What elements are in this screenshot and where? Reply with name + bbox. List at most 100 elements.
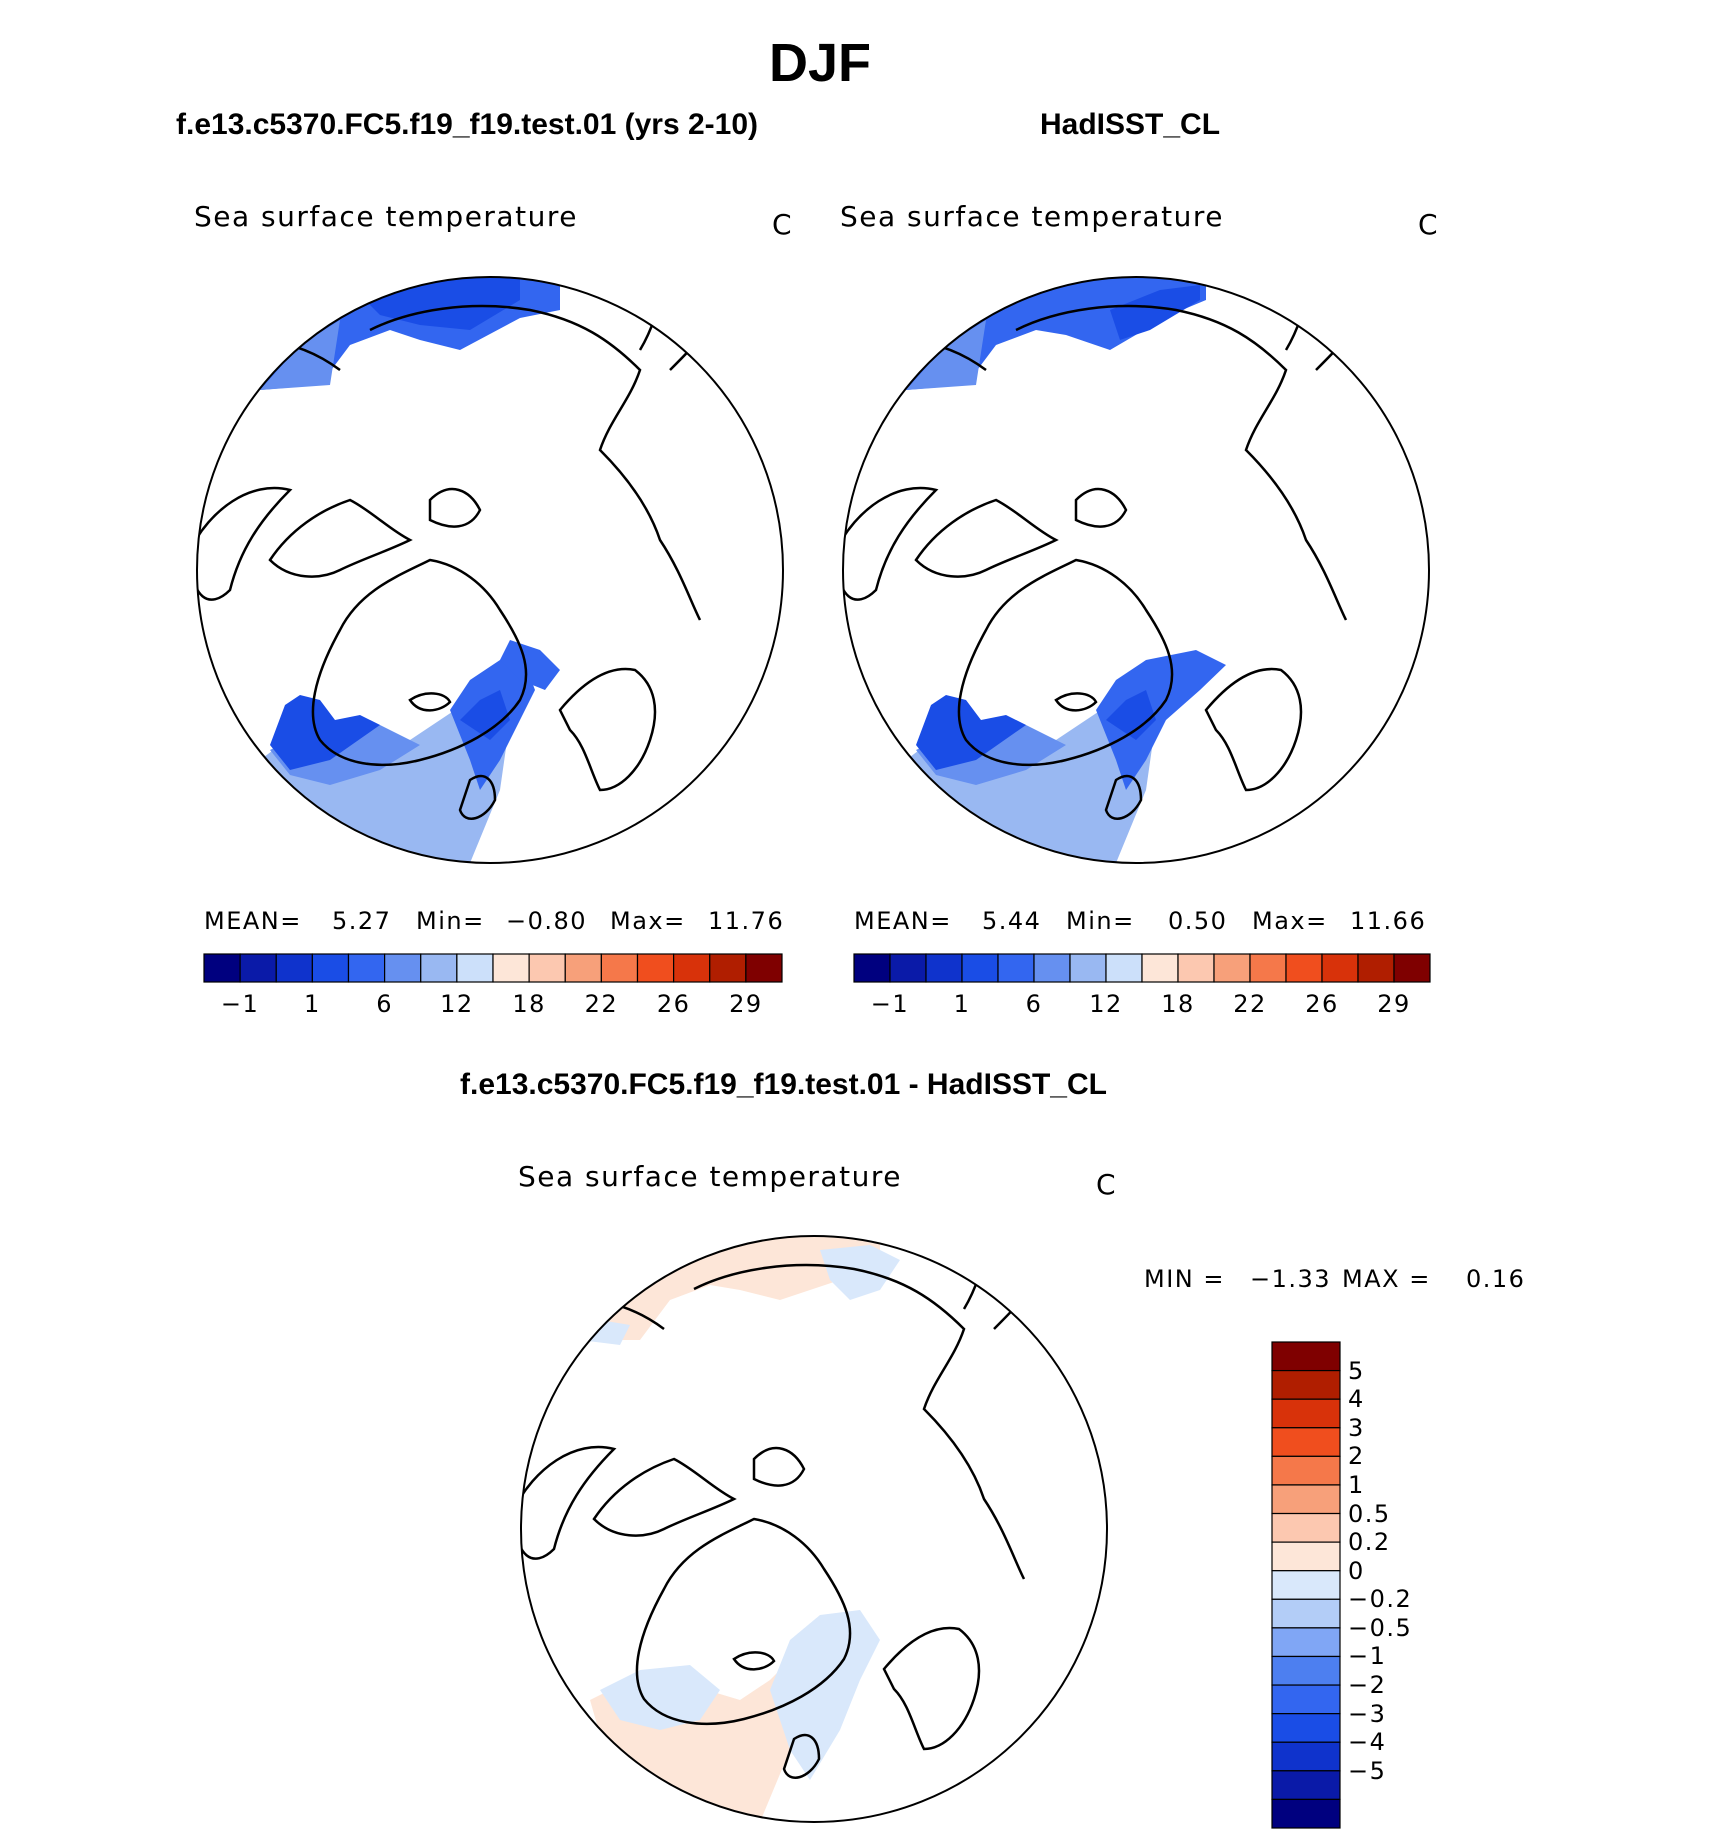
diff-colorbar-tick-label: 4 bbox=[1348, 1385, 1365, 1414]
model-map bbox=[196, 276, 784, 864]
page-title: DJF bbox=[768, 33, 871, 93]
diff-colorbar-swatch bbox=[1271, 1455, 1341, 1486]
diff-colorbar-tick-label: −0.5 bbox=[1348, 1613, 1413, 1642]
diff-colorbar-tick-label: 0.5 bbox=[1348, 1499, 1391, 1528]
diff-region-bering-neg bbox=[820, 1245, 900, 1300]
model-mean-value: 5.27 bbox=[332, 907, 392, 935]
diff-min-value: −1.33 bbox=[1250, 1265, 1332, 1293]
diff-colorbar-swatch bbox=[1271, 1684, 1341, 1715]
obs-panel-title: HadISST_CL bbox=[1040, 108, 1221, 141]
obs-colorbar-swatch bbox=[1357, 953, 1395, 983]
obs-colorbar-swatch bbox=[1033, 953, 1071, 983]
obs-colorbar-swatch bbox=[1177, 953, 1215, 983]
diff-colorbar-swatch bbox=[1271, 1627, 1341, 1658]
diff-colorbar-tick-label: −5 bbox=[1348, 1756, 1387, 1785]
diff-colorbar-swatch bbox=[1271, 1741, 1341, 1772]
model-colorbar-swatch bbox=[347, 953, 386, 983]
diff-colorbar-swatch bbox=[1271, 1798, 1341, 1829]
diff-colorbar-swatch bbox=[1271, 1570, 1341, 1600]
obs-colorbar-swatch bbox=[1393, 953, 1431, 983]
model-colorbar-swatch bbox=[492, 953, 530, 983]
model-colorbar-swatch bbox=[528, 953, 566, 983]
model-region-norwegian-dark bbox=[460, 690, 510, 740]
diff-colorbar-swatch bbox=[1271, 1598, 1341, 1629]
diff-region-pacific-neg bbox=[580, 1320, 630, 1345]
obs-colorbar-swatch bbox=[1321, 953, 1359, 983]
obs-colorbar-tick-label: 26 bbox=[1305, 990, 1339, 1018]
diff-colorbar-swatch bbox=[1271, 1655, 1341, 1686]
model-colorbar-swatch bbox=[709, 953, 747, 983]
diff-colorbar-swatch bbox=[1271, 1713, 1341, 1743]
model-colorbar-tick-label: 29 bbox=[729, 990, 763, 1018]
diff-max-value: 0.16 bbox=[1466, 1265, 1526, 1293]
obs-max-label: Max= bbox=[1252, 907, 1328, 935]
obs-colorbar-swatch bbox=[1105, 953, 1143, 983]
obs-colorbar-tick-label: 18 bbox=[1161, 990, 1195, 1018]
diff-region-bering bbox=[580, 1236, 880, 1340]
obs-colorbar-swatch bbox=[1213, 953, 1251, 983]
diff-colorbar-swatch bbox=[1271, 1341, 1341, 1372]
diff-units: C bbox=[1096, 1168, 1118, 1201]
diff-colorbar-tick-label: −4 bbox=[1348, 1728, 1387, 1757]
model-colorbar-tick-label: 26 bbox=[656, 990, 691, 1018]
model-colorbar-swatch bbox=[673, 953, 711, 983]
diff-colorbar bbox=[1271, 1341, 1341, 1829]
obs-mean-label: MEAN= bbox=[854, 907, 952, 935]
diff-map bbox=[520, 1235, 1108, 1823]
model-region-barents bbox=[500, 640, 560, 690]
model-region-pacific-light bbox=[260, 320, 340, 390]
diff-colorbar-tick-label: 1 bbox=[1348, 1470, 1365, 1499]
model-colorbar-swatch bbox=[275, 953, 313, 983]
model-max-label: Max= bbox=[610, 907, 686, 935]
diff-colorbar-tick-label: 2 bbox=[1348, 1442, 1365, 1471]
obs-map bbox=[842, 276, 1430, 864]
model-min-label: Min= bbox=[416, 907, 485, 935]
obs-colorbar-tick-label: −1 bbox=[870, 990, 910, 1018]
diff-colorbar-tick-label: −3 bbox=[1348, 1699, 1387, 1728]
diff-region-atlantic-neg bbox=[600, 1665, 720, 1730]
diff-colorbar-swatch bbox=[1271, 1770, 1341, 1801]
model-colorbar bbox=[203, 953, 783, 983]
obs-colorbar-tick-label: 29 bbox=[1377, 990, 1411, 1018]
obs-mean-value: 5.44 bbox=[982, 907, 1042, 935]
diff-colorbar-tick-label: 0.2 bbox=[1348, 1528, 1391, 1557]
obs-colorbar-swatch bbox=[1141, 953, 1179, 983]
diff-colorbar-swatch bbox=[1271, 1484, 1341, 1515]
diff-colorbar-tick-label: 0 bbox=[1348, 1556, 1365, 1585]
obs-colorbar-swatch bbox=[1285, 953, 1323, 983]
obs-colorbar-tick-label: 1 bbox=[953, 990, 971, 1018]
obs-units: C bbox=[1418, 208, 1440, 241]
model-colorbar-swatch bbox=[745, 953, 783, 983]
diff-min-label: MIN = bbox=[1144, 1265, 1225, 1293]
obs-colorbar-tick-label: 6 bbox=[1025, 990, 1043, 1018]
model-max-value: 11.76 bbox=[708, 907, 785, 935]
model-colorbar-swatch bbox=[239, 953, 277, 983]
model-mean-label: MEAN= bbox=[204, 907, 302, 935]
model-variable-title: Sea surface temperature bbox=[194, 200, 578, 233]
model-colorbar-tick-label: 22 bbox=[584, 990, 619, 1018]
model-colorbar-swatch bbox=[311, 953, 350, 983]
diff-colorbar-swatch bbox=[1271, 1369, 1341, 1400]
obs-colorbar-swatch bbox=[1249, 953, 1287, 983]
model-colorbar-swatch bbox=[564, 953, 602, 983]
diff-colorbar-tick-label: −2 bbox=[1348, 1671, 1387, 1700]
model-colorbar-swatch bbox=[456, 953, 494, 983]
diff-colorbar-tick-label: −1 bbox=[1348, 1642, 1387, 1671]
obs-colorbar-swatch bbox=[961, 953, 999, 983]
obs-variable-title: Sea surface temperature bbox=[840, 200, 1224, 233]
obs-region-bering-dark bbox=[1110, 285, 1200, 340]
obs-colorbar-swatch bbox=[997, 953, 1035, 983]
diff-colorbar-swatch bbox=[1271, 1398, 1341, 1429]
obs-max-value: 11.66 bbox=[1350, 907, 1427, 935]
model-colorbar-swatch bbox=[384, 953, 422, 983]
model-colorbar-swatch bbox=[636, 953, 675, 983]
diff-colorbar-swatch bbox=[1271, 1427, 1341, 1457]
diff-variable-title: Sea surface temperature bbox=[518, 1160, 902, 1193]
obs-min-label: Min= bbox=[1066, 907, 1135, 935]
obs-min-value: 0.50 bbox=[1168, 907, 1228, 935]
obs-colorbar-tick-label: 22 bbox=[1233, 990, 1267, 1018]
model-units: C bbox=[772, 208, 794, 241]
diff-colorbar-tick-label: 5 bbox=[1348, 1356, 1365, 1385]
model-colorbar-tick-label: −1 bbox=[220, 990, 260, 1018]
